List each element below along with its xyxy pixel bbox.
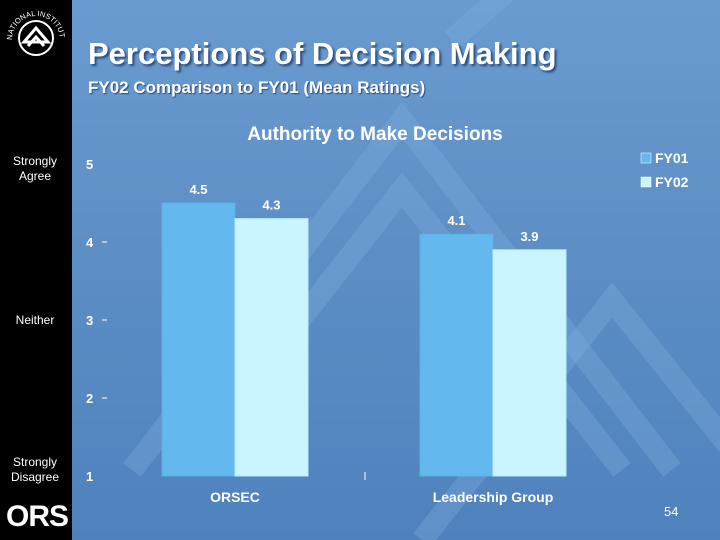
x-category-label: ORSEC	[210, 489, 260, 505]
y-tick-label: 3	[86, 313, 93, 328]
data-label: 4.1	[447, 213, 465, 228]
data-label: 4.3	[262, 198, 280, 213]
slide-title: Perceptions of Decision Making	[88, 36, 557, 71]
y-tick-label: 1	[86, 469, 93, 484]
legend-label-fy02: FY02	[655, 174, 689, 190]
slide-subtitle: FY02 Comparison to FY01 (Mean Ratings)	[88, 78, 426, 97]
label-neither: Neither	[15, 313, 55, 327]
nih-logo: NATIONAL INSTITUTES OF HEALTH	[0, 0, 67, 56]
legend-swatch-fy02	[640, 176, 652, 188]
y-tick-label: 2	[86, 391, 93, 406]
bar-fy01-leadership	[419, 233, 494, 477]
bar-fy01-orsec	[161, 202, 236, 477]
x-category-label: Leadership Group	[433, 489, 554, 505]
legend: FY01 FY02	[640, 150, 689, 190]
y-tick-label: 4	[86, 235, 94, 250]
bar-fy02-orsec	[234, 218, 309, 477]
label-strongly-agree: Strongly Agree	[12, 154, 58, 183]
data-label: 4.5	[189, 182, 207, 197]
sidebar: NATIONAL INSTITUTES OF HEALTH Strongly A…	[0, 0, 72, 540]
chart-title: Authority to Make Decisions	[247, 124, 503, 145]
y-tick-label: 5	[86, 157, 93, 172]
bar-fy02-leadership	[492, 249, 567, 477]
legend-label-fy01: FY01	[655, 150, 689, 166]
data-label: 3.9	[520, 229, 538, 244]
page-number: 54	[664, 504, 679, 519]
ors-logo: ORS	[6, 500, 69, 533]
legend-swatch-fy01	[640, 152, 652, 164]
label-strongly-disagree: Strongly Disagree	[10, 455, 60, 484]
